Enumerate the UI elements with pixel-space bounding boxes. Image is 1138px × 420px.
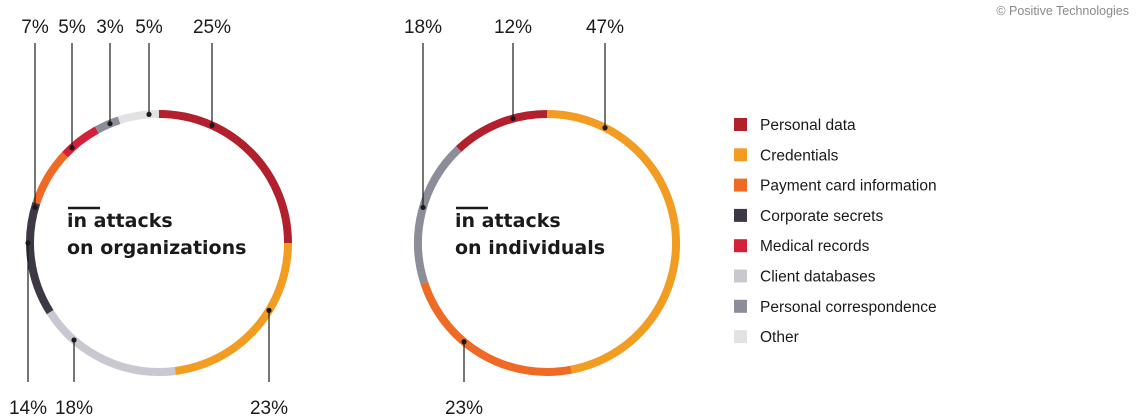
slice-credentials xyxy=(174,242,292,375)
slice-label: 23% xyxy=(445,398,483,419)
slice-personal-correspondence xyxy=(414,146,462,285)
slice-label: 47% xyxy=(586,17,624,38)
legend: Personal data Credentials Payment card inf… xyxy=(734,117,937,346)
legend-item-credentials: Credentials xyxy=(734,147,839,164)
legend-item-personal-data: Personal data xyxy=(734,117,856,134)
slice-client-databases xyxy=(46,309,176,376)
slice-corporate-secrets xyxy=(26,201,54,315)
legend-swatch xyxy=(734,118,747,131)
legend-item-corporate-secrets: Corporate secrets xyxy=(734,208,883,225)
donut-title-line-1: in attacks xyxy=(455,210,561,232)
slice-label: 5% xyxy=(58,17,86,38)
legend-label: Payment card information xyxy=(760,178,937,195)
donut-individuals: in attacks on individuals 47% 23% 18% 12% xyxy=(404,17,681,419)
slice-label: 18% xyxy=(55,398,93,419)
legend-label: Personal data xyxy=(760,117,856,134)
legend-label: Personal correspondence xyxy=(760,299,937,316)
leader-dot xyxy=(71,337,77,343)
slice-label: 23% xyxy=(250,398,288,419)
legend-swatch xyxy=(734,239,747,253)
legend-swatch xyxy=(734,148,747,162)
slice-credentials xyxy=(546,110,681,374)
leader-dot xyxy=(69,145,75,151)
slice-label: 14% xyxy=(9,398,47,419)
slice-labels: 25% 23% 18% 14% 7% 5% 3% 5% xyxy=(9,17,288,419)
slice-personal-data xyxy=(158,110,292,244)
legend-swatch xyxy=(734,208,747,222)
slice-label: 18% xyxy=(404,17,442,38)
legend-item-medical-records: Medical records xyxy=(734,238,870,255)
donut-title-line-1: in attacks xyxy=(67,210,173,232)
legend-label: Other xyxy=(760,329,799,346)
leader-dot xyxy=(266,307,272,313)
legend-label: Client databases xyxy=(760,269,876,286)
donut-title-line-2: on individuals xyxy=(455,237,605,259)
donut-organizations: in attacks on organizations 25% 23% 18% 14%… xyxy=(9,17,292,419)
legend-item-client-databases: Client databases xyxy=(734,269,876,286)
slice-label: 3% xyxy=(96,17,124,38)
leader-dot xyxy=(25,240,31,246)
legend-swatch xyxy=(734,299,747,313)
donut-ring xyxy=(26,110,292,376)
slice-label: 5% xyxy=(135,17,163,38)
slice-other xyxy=(117,110,160,125)
leader-dot xyxy=(32,204,38,211)
slice-labels: 47% 23% 18% 12% xyxy=(404,17,624,419)
slice-label: 12% xyxy=(494,17,532,38)
copyright-text: © Positive Technologies xyxy=(996,4,1129,18)
slice-label: 25% xyxy=(193,17,231,38)
legend-item-other: Other xyxy=(734,329,799,346)
legend-swatch xyxy=(734,269,747,283)
leader-dot xyxy=(146,111,152,117)
legend-label: Credentials xyxy=(760,147,839,164)
legend-label: Medical records xyxy=(760,238,870,255)
donut-ring xyxy=(414,110,681,376)
donut-title-line-2: on organizations xyxy=(67,237,246,259)
legend-swatch xyxy=(734,330,747,344)
slice-payment-card-information xyxy=(420,281,572,376)
leader-dot xyxy=(461,339,467,345)
slice-payment-card-information xyxy=(32,151,68,205)
slice-personal-data xyxy=(455,110,548,152)
leader-dot xyxy=(602,125,608,131)
leader-dot xyxy=(420,204,426,211)
legend-item-personal-correspondence: Personal correspondence xyxy=(734,299,937,316)
slice-medical-records xyxy=(62,126,99,158)
leader-dot xyxy=(510,115,516,122)
leader-dot xyxy=(209,122,215,128)
leader-dot xyxy=(107,121,113,127)
legend-label: Corporate secrets xyxy=(760,208,883,225)
legend-swatch xyxy=(734,178,747,192)
slice-label: 7% xyxy=(21,17,49,38)
legend-item-payment-card-information: Payment card information xyxy=(734,178,937,195)
